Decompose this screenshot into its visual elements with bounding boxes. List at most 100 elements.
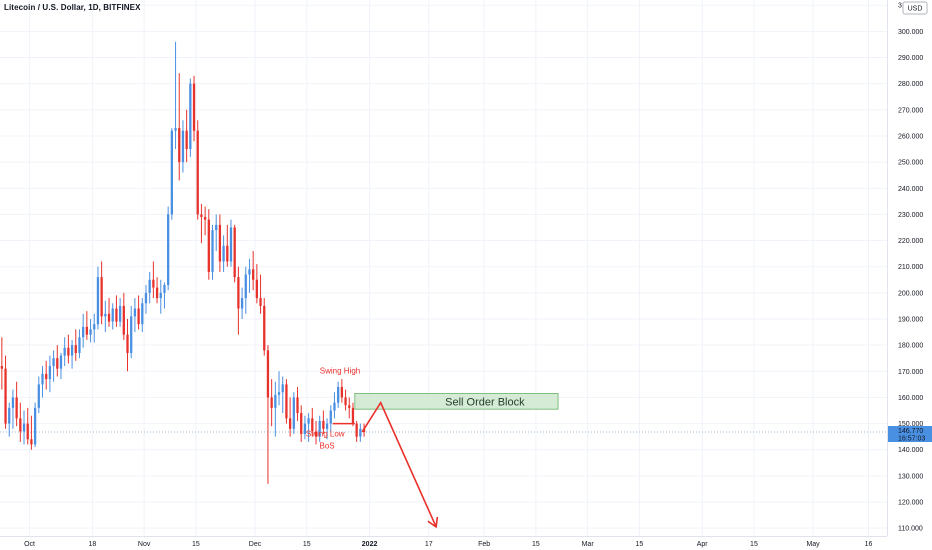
candle [82, 313, 85, 348]
time-tick-label: 15 [303, 541, 311, 548]
candle-body [285, 384, 288, 419]
candle-body [255, 279, 259, 299]
sell-order-block[interactable] [354, 393, 559, 410]
candle [296, 386, 299, 421]
time-tick-label: 15 [192, 541, 200, 548]
candle [163, 282, 166, 309]
price-axis[interactable]: 110.000 120.000 130.000 140.000 150.000 160.0… [887, 0, 932, 536]
candle-body [244, 274, 247, 299]
time-tick-label: Dec [249, 541, 262, 548]
candle-body [8, 407, 11, 424]
candle-body [89, 329, 92, 335]
candle-body [259, 298, 262, 306]
candle [359, 423, 362, 442]
candle-body [274, 394, 277, 408]
candle-body [340, 386, 344, 398]
candle [288, 397, 292, 437]
candle [244, 266, 247, 314]
candle-body [167, 214, 170, 285]
candle [22, 410, 26, 445]
time-tick-label: Nov [138, 541, 151, 548]
candle [303, 415, 307, 440]
currency-badge[interactable]: USD [902, 1, 928, 15]
candle [89, 318, 92, 343]
time-axis[interactable]: Oct 18 Nov 15 Dec 15 2022 17 Feb 15 Mar 15 Apr 15 May 1… [0, 536, 887, 549]
candle [122, 292, 125, 340]
candle [30, 415, 33, 450]
last-price-value: 146.770 [898, 428, 923, 435]
candle-body [192, 83, 196, 131]
candle [130, 305, 133, 359]
candle-body [155, 287, 159, 299]
candle-body [222, 245, 225, 262]
candle-body [296, 397, 299, 414]
candle [307, 413, 310, 442]
candle [8, 402, 11, 437]
candle [78, 329, 81, 359]
last-price-badge-bg [888, 426, 932, 443]
price-tick-label: 170.000 [898, 369, 923, 376]
candle-body [263, 305, 266, 351]
candle [67, 334, 70, 364]
candle-body [348, 405, 351, 408]
candle-body [163, 284, 166, 293]
time-tick-label: 16 [865, 541, 873, 548]
candle [218, 214, 222, 272]
price-tick-label: 130.000 [898, 473, 923, 480]
swing-high-label: Swing High [320, 367, 360, 376]
candle-body [37, 384, 40, 408]
candle-body [303, 423, 307, 435]
candle [56, 345, 59, 377]
candle-body [15, 397, 18, 419]
candle-body [233, 227, 236, 278]
candle [93, 313, 96, 343]
candle [292, 392, 295, 435]
candle [181, 120, 185, 173]
candle [118, 298, 122, 327]
candle [137, 295, 140, 330]
candle [45, 360, 48, 390]
price-tick-label: 230.000 [898, 212, 923, 219]
candle-body [19, 418, 22, 432]
candle-body [351, 407, 355, 424]
candle-body [111, 308, 114, 322]
candle-body [329, 410, 332, 424]
candle [167, 206, 170, 291]
price-tick-label: 190.000 [898, 316, 923, 323]
candle-body [229, 227, 233, 262]
candle [26, 407, 29, 445]
candle-body [133, 308, 137, 317]
candle [174, 41, 177, 150]
candle [222, 235, 225, 272]
candle [19, 402, 22, 442]
projection-arrowhead [427, 516, 439, 529]
swing-low-label: Swing Low [306, 430, 345, 439]
price-tick-label: 280.000 [898, 81, 923, 88]
candle [200, 203, 203, 244]
grid [0, 0, 887, 536]
candle [322, 410, 325, 435]
candle [344, 389, 347, 411]
candle-body [292, 397, 295, 429]
candle-body [189, 83, 192, 150]
time-tick-label: 15 [750, 541, 758, 548]
candles [0, 41, 366, 484]
candle-body [30, 439, 33, 445]
drawings[interactable]: Sell Order Block Swing High Swing Low Bo… [306, 367, 559, 529]
candle-body [237, 277, 240, 309]
candle [263, 298, 266, 356]
candle-body [100, 277, 103, 317]
time-tick-label: Apr [697, 541, 709, 548]
candle [185, 109, 188, 163]
candle-body [226, 245, 229, 262]
projection-path[interactable] [361, 400, 437, 528]
candle [170, 128, 174, 220]
candle [240, 287, 244, 319]
candle-body [67, 347, 70, 356]
candle [281, 376, 284, 414]
candle-body [300, 413, 303, 435]
candle [203, 206, 207, 236]
candle-body [4, 368, 7, 424]
candle [348, 397, 351, 419]
